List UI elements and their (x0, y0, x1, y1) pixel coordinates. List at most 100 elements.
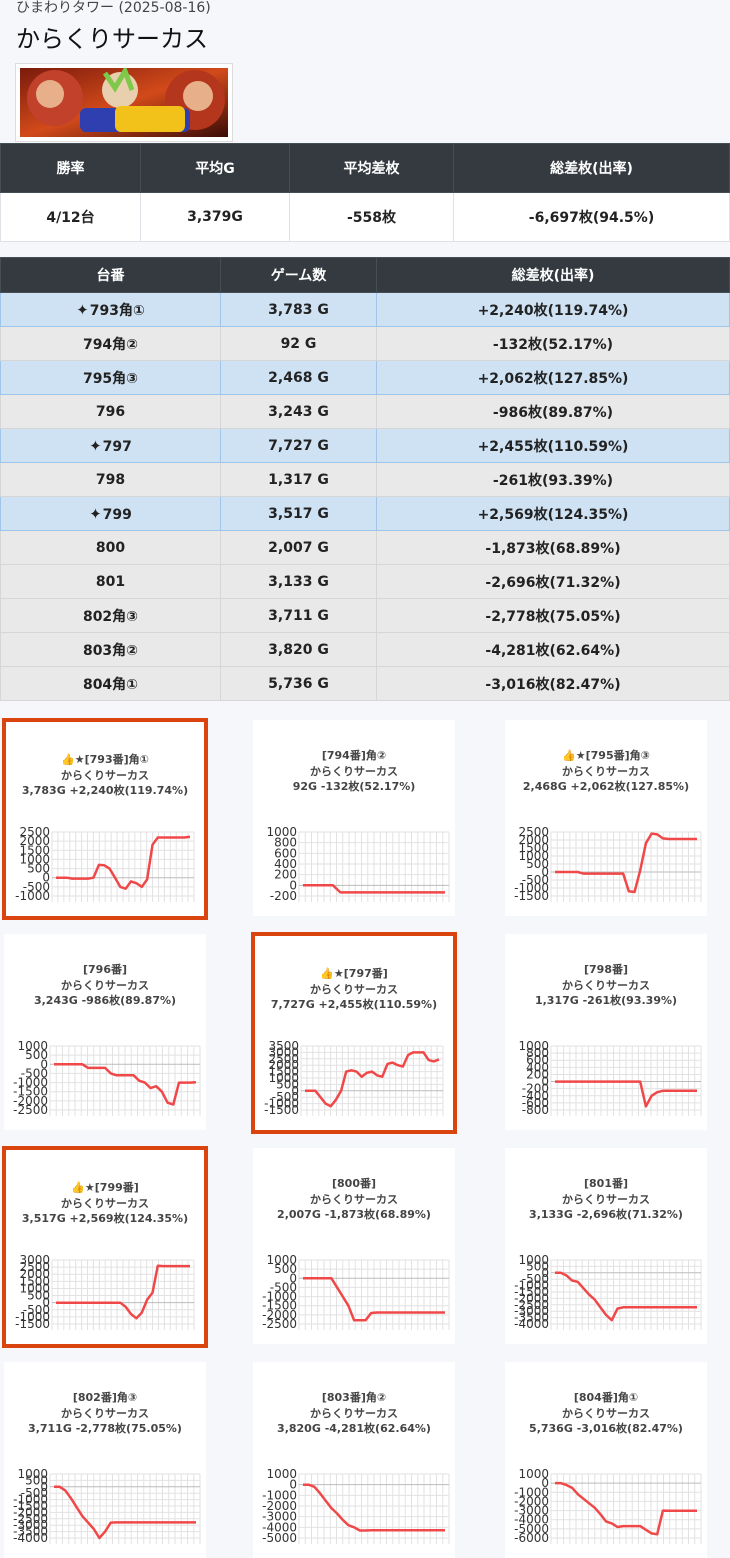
machine-games: 7,727 G (220, 428, 377, 463)
y-tick-label: 0 (42, 871, 50, 885)
machine-diff: -2,696枚(71.32%) (376, 564, 730, 599)
y-tick-label: 1000 (19, 1281, 50, 1295)
graph-title: [801番] からくりサーカス 3,133G -2,696枚(71.32%) (505, 1176, 707, 1223)
graph-title-line: [804番]角① (573, 1391, 639, 1404)
graph-title: [802番]角③ からくりサーカス 3,711G -2,778枚(75.05%) (4, 1390, 206, 1437)
graph-title: 👍★[793番]角① からくりサーカス 3,783G +2,240枚(119.74%… (6, 752, 204, 799)
graph-title: [804番]角① からくりサーカス 5,736G -3,016枚(82.47%) (505, 1390, 707, 1437)
machine-graph-card[interactable]: 👍★[795番]角③ からくりサーカス 2,468G +2,062枚(127.85%… (505, 720, 707, 916)
graph-title-line: [800番] (331, 1177, 377, 1190)
graph-title-line: からくりサーカス (562, 764, 650, 778)
machine-graph-card[interactable]: [803番]角② からくりサーカス 3,820G -4,281枚(62.64%) 10… (253, 1362, 455, 1558)
y-tick-label: -200 (270, 889, 297, 903)
machine-graph-card[interactable]: 👍★[797番] からくりサーカス 7,727G +2,455枚(110.59%) 3… (251, 932, 457, 1134)
y-tick-label: -1500 (514, 889, 549, 903)
machine-games: 2,007 G (220, 530, 377, 565)
y-tick-label: 0 (42, 1296, 50, 1310)
y-tick-label: 1500 (19, 1274, 50, 1288)
y-tick-label: -4000 (514, 1317, 549, 1331)
y-tick-label: -2500 (514, 1298, 549, 1312)
graph-plot: 10005000-500-1000-1500-2000-2500-3000-35… (13, 1468, 201, 1545)
machine-row[interactable]: 802角③ 3,711 G -2,778枚(75.05%) (0, 598, 730, 633)
machine-row[interactable]: 796 3,243 G -986枚(89.87%) (0, 394, 730, 429)
page-title: からくりサーカス (16, 25, 208, 53)
machine-row[interactable]: 804角① 5,736 G -3,016枚(82.47%) (0, 666, 730, 701)
machine-row[interactable]: 803角② 3,820 G -4,281枚(62.64%) (0, 632, 730, 667)
machine-games: 1,317 G (220, 462, 377, 497)
graph-title-line: 3,711G -2,778枚(75.05%) (28, 1422, 182, 1435)
y-tick-label: 0 (289, 1271, 297, 1285)
series-line (305, 1051, 440, 1108)
y-tick-label: -3000 (13, 1518, 48, 1532)
machine-games: 2,468 G (220, 360, 377, 395)
machine-graph-card[interactable]: [801番] からくりサーカス 3,133G -2,696枚(71.32%) 1000… (505, 1148, 707, 1344)
y-tick-label: 3000 (19, 1254, 50, 1267)
y-tick-label: 0 (40, 1057, 48, 1071)
y-tick-label: -1500 (13, 1085, 48, 1099)
series-line (56, 1264, 190, 1320)
machine-number: ✦799 (0, 496, 221, 531)
y-tick-label: -3000 (514, 1304, 549, 1318)
y-tick-label: -500 (522, 1272, 549, 1286)
y-tick-label: 0 (40, 1480, 48, 1494)
y-tick-label: 0 (289, 1478, 297, 1492)
machine-row[interactable]: ✦793角① 3,783 G +2,240枚(119.74%) (0, 292, 730, 327)
machine-graph-card[interactable]: [800番] からくりサーカス 2,007G -1,873枚(68.89%) 1000… (253, 1148, 455, 1344)
y-tick-label: 2500 (19, 1260, 50, 1274)
machine-graph-card[interactable]: [794番]角② からくりサーカス 92G -132枚(52.17%) 1000 800… (253, 720, 455, 916)
machine-number: 802角③ (0, 598, 221, 633)
graph-title: [796番] からくりサーカス 3,243G -986枚(89.87%) (4, 962, 206, 1009)
y-tick-label: -2500 (13, 1512, 48, 1526)
machine-row[interactable]: 795角③ 2,468 G +2,062枚(127.85%) (0, 360, 730, 395)
graph-title-line: [802番]角③ (72, 1391, 138, 1404)
y-tick-label: 1000 (266, 826, 297, 839)
series-line (303, 1483, 445, 1532)
machine-row[interactable]: 794角② 92 G -132枚(52.17%) (0, 326, 730, 361)
y-tick-label: 3000 (268, 1045, 299, 1059)
summary-winrate: 4/12台 (0, 192, 141, 242)
graph-title-line: [796番] (82, 963, 128, 976)
y-tick-label: 200 (526, 1067, 549, 1081)
machine-number: 804角① (0, 666, 221, 701)
y-tick-label: -3000 (262, 1510, 297, 1524)
machine-number: 794角② (0, 326, 221, 361)
y-tick-label: -500 (272, 1090, 299, 1104)
y-tick-label: 1000 (518, 1254, 549, 1267)
graph-title: [798番] からくりサーカス 1,317G -261枚(93.39%) (505, 962, 707, 1009)
machine-graph-card[interactable]: [798番] からくりサーカス 1,317G -261枚(93.39%) 1000 80… (505, 934, 707, 1130)
machine-graph-card[interactable]: [796番] からくりサーカス 3,243G -986枚(89.87%) 1000 50… (4, 934, 206, 1130)
graph-title-line: からくりサーカス (310, 1406, 398, 1420)
y-tick-label: -1000 (262, 1290, 297, 1304)
y-tick-label: -1000 (15, 889, 50, 903)
y-tick-label: 0 (541, 1266, 549, 1280)
machine-row[interactable]: ✦797 7,727 G +2,455枚(110.59%) (0, 428, 730, 463)
machine-number: 796 (0, 394, 221, 429)
machine-row[interactable]: ✦799 3,517 G +2,569枚(124.35%) (0, 496, 730, 531)
machine-row[interactable]: 800 2,007 G -1,873枚(68.89%) (0, 530, 730, 565)
series-line (555, 1080, 697, 1108)
y-tick-label: 2500 (268, 1052, 299, 1066)
y-tick-label: -500 (270, 1280, 297, 1294)
machine-graph-card[interactable]: 👍★[799番] からくりサーカス 3,517G +2,569枚(124.35%) 3… (2, 1146, 208, 1348)
machine-row[interactable]: 801 3,133 G -2,696枚(71.32%) (0, 564, 730, 599)
machine-number-label: 794角② (82, 336, 139, 353)
machine-number-label: 797 (102, 438, 132, 455)
summary-total-diff: -6,697枚(94.5%) (453, 192, 730, 242)
graph-title: 👍★[797番] からくりサーカス 7,727G +2,455枚(110.59%) (255, 966, 453, 1013)
machine-number-label: 795角③ (82, 370, 139, 387)
machine-row[interactable]: 798 1,317 G -261枚(93.39%) (0, 462, 730, 497)
y-tick-label: -1500 (264, 1103, 299, 1117)
graph-title-line: [801番] (583, 1177, 629, 1190)
machine-diff: -1,873枚(68.89%) (376, 530, 730, 565)
machine-number-label: 796 (95, 403, 126, 420)
graph-title-line: 2,468G +2,062枚(127.85%) (522, 780, 690, 793)
machine-graph-card[interactable]: 👍★[793番]角① からくりサーカス 3,783G +2,240枚(119.74%… (2, 718, 208, 920)
machine-graph-card[interactable]: [802番]角③ からくりサーカス 3,711G -2,778枚(75.05%) 10… (4, 1362, 206, 1558)
y-tick-label: -2000 (514, 1291, 549, 1305)
series-line (555, 832, 697, 894)
machine-graph-card[interactable]: [804番]角① からくりサーカス 5,736G -3,016枚(82.47%) 10… (505, 1362, 707, 1558)
y-tick-label: -600 (522, 1096, 549, 1110)
series-line (56, 835, 191, 890)
graph-title-line: 👍★[793番]角① (61, 753, 149, 766)
y-tick-label: -800 (522, 1103, 549, 1117)
